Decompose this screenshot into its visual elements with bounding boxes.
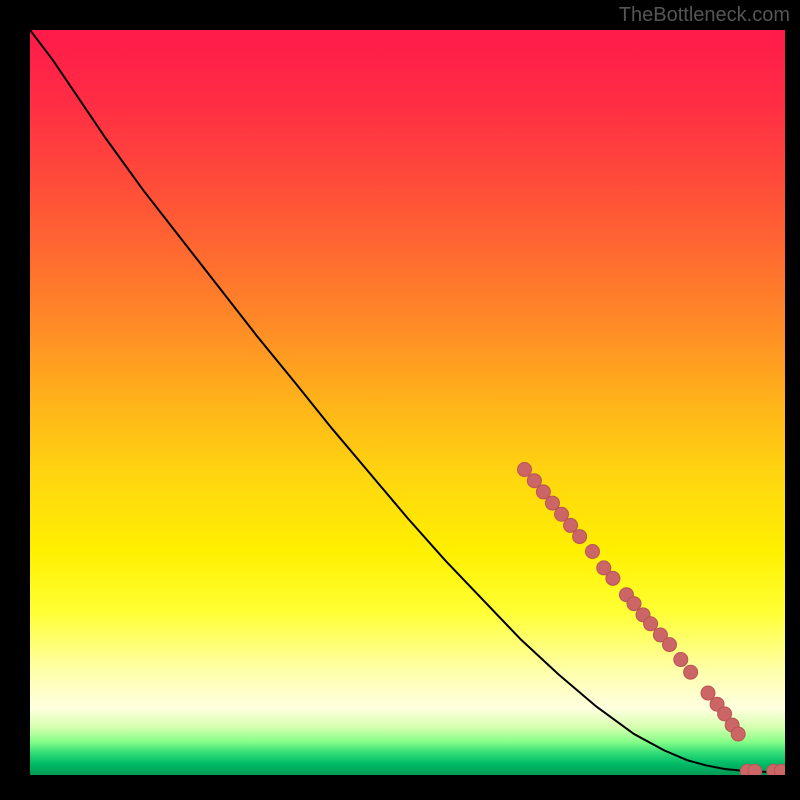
plot-area xyxy=(30,30,785,775)
data-marker xyxy=(684,665,698,679)
data-marker xyxy=(518,463,532,477)
chart-svg xyxy=(30,30,785,775)
data-marker xyxy=(536,485,550,499)
data-marker xyxy=(748,764,762,775)
data-marker xyxy=(585,545,599,559)
data-marker xyxy=(573,530,587,544)
data-marker xyxy=(606,571,620,585)
data-markers xyxy=(518,463,785,775)
data-marker xyxy=(731,727,745,741)
data-marker xyxy=(555,507,569,521)
data-marker xyxy=(662,638,676,652)
watermark-text: TheBottleneck.com xyxy=(619,4,790,27)
data-marker xyxy=(545,496,559,510)
data-marker xyxy=(627,597,641,611)
data-marker xyxy=(564,518,578,532)
bottleneck-curve xyxy=(30,30,785,772)
data-marker xyxy=(644,617,658,631)
data-marker xyxy=(701,686,715,700)
data-marker xyxy=(674,653,688,667)
data-marker xyxy=(527,474,541,488)
